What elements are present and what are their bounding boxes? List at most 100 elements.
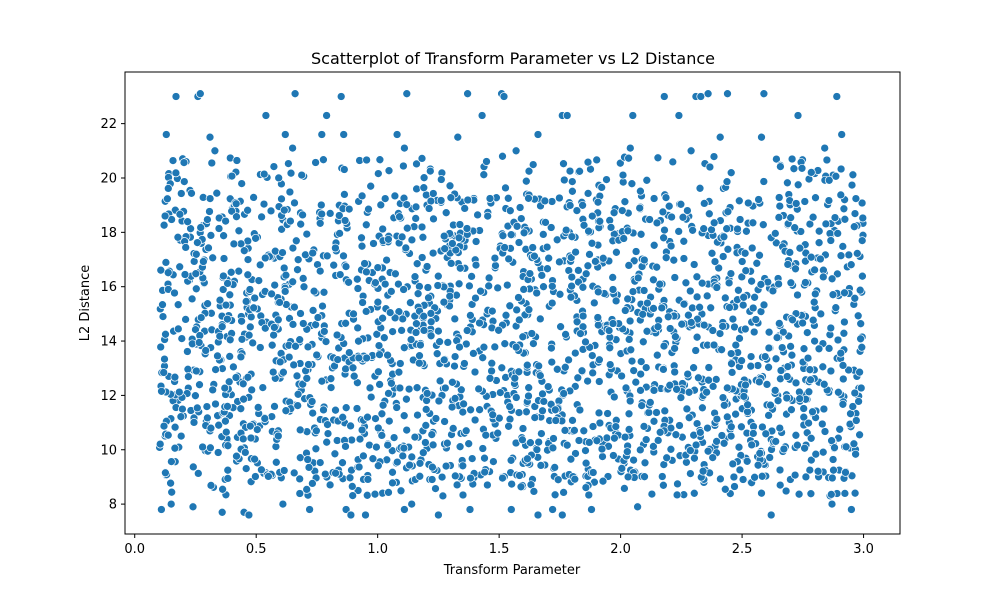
scatter-point — [536, 461, 546, 470]
scatter-point — [191, 284, 201, 294]
scatter-point — [624, 409, 634, 419]
scatter-point — [588, 468, 598, 477]
scatter-point — [295, 489, 305, 498]
scatter-point — [820, 427, 830, 436]
scatter-point — [353, 284, 363, 293]
scatter-point — [728, 314, 738, 324]
scatter-point — [475, 405, 484, 415]
scatter-point — [297, 170, 307, 180]
scatter-point — [735, 465, 745, 475]
scatter-point — [400, 505, 409, 514]
scatter-point — [708, 326, 718, 335]
scatter-point — [308, 479, 317, 488]
scatter-point — [502, 280, 512, 290]
scatter-point — [726, 431, 736, 441]
scatter-point — [205, 194, 215, 203]
scatter-point — [608, 319, 618, 328]
scatter-point — [833, 229, 843, 238]
scatter-point — [361, 510, 370, 520]
scatter-point — [462, 224, 472, 233]
scatter-point — [659, 480, 668, 490]
scatter-point — [341, 442, 350, 451]
scatter-point — [524, 391, 533, 401]
scatter-point — [250, 454, 259, 464]
scatter-point — [450, 352, 460, 361]
scatter-point — [570, 474, 580, 484]
scatter-point — [649, 442, 658, 451]
scatter-point — [620, 484, 629, 493]
scatter-point — [794, 489, 804, 499]
scatter-point — [159, 220, 169, 230]
scatter-point — [850, 388, 860, 398]
scatter-point — [295, 425, 305, 435]
scatter-point — [595, 216, 605, 226]
scatter-point — [645, 398, 655, 407]
scatter-point — [579, 220, 589, 230]
x-tick-label: 0.0 — [124, 542, 145, 557]
scatter-point — [851, 449, 860, 459]
scatter-point — [225, 352, 235, 361]
scatter-point — [562, 440, 572, 450]
scatter-point — [666, 444, 676, 454]
scatter-point — [315, 266, 325, 276]
scatter-point — [758, 220, 768, 230]
scatter-point — [583, 376, 592, 386]
scatter-point — [576, 329, 585, 338]
scatter-point — [726, 269, 736, 278]
scatter-point — [608, 273, 618, 282]
scatter-point — [629, 366, 639, 375]
scatter-point — [804, 387, 814, 397]
scatter-point — [279, 466, 289, 475]
scatter-point — [788, 315, 797, 325]
scatter-point — [466, 473, 475, 483]
scatter-point — [302, 229, 312, 239]
scatter-point — [171, 92, 181, 101]
scatter-point — [814, 226, 824, 236]
scatter-point — [395, 212, 404, 222]
scatter-point — [219, 271, 228, 281]
scatter-point — [476, 286, 485, 296]
scatter-point — [591, 257, 600, 266]
scatter-point — [595, 355, 604, 365]
scatter-point — [394, 367, 404, 377]
scatter-point — [833, 269, 842, 279]
scatter-point — [160, 354, 169, 364]
scatter-point — [847, 180, 857, 190]
scatter-point — [581, 337, 590, 347]
scatter-point — [529, 487, 539, 496]
scatter-point — [770, 229, 780, 238]
scatter-point — [655, 279, 665, 289]
scatter-point — [365, 383, 375, 393]
scatter-point — [813, 466, 823, 476]
scatter-point — [793, 111, 803, 120]
scatter-point — [221, 427, 231, 437]
scatter-point — [487, 358, 497, 368]
scatter-point — [516, 482, 526, 492]
scatter-point — [224, 377, 234, 387]
scatter-point — [625, 316, 635, 326]
scatter-point — [412, 383, 422, 393]
scatter-point — [292, 371, 302, 381]
scatter-point — [374, 367, 383, 377]
scatter-point — [639, 286, 649, 295]
scatter-point — [373, 169, 383, 178]
y-tick-label: 20 — [100, 171, 117, 186]
scatter-point — [374, 341, 384, 350]
scatter-point — [226, 267, 236, 277]
scatter-point — [722, 412, 732, 422]
scatter-point — [592, 155, 602, 165]
scatter-point — [308, 306, 318, 315]
scatter-point — [504, 421, 513, 431]
scatter-point — [387, 378, 396, 388]
scatter-point — [245, 285, 255, 294]
scatter-point — [834, 387, 843, 397]
scatter-point — [805, 465, 815, 475]
scatter-point — [665, 324, 675, 333]
scatter-point — [820, 143, 830, 153]
scatter-point — [279, 205, 289, 215]
scatter-point — [308, 248, 318, 258]
scatter-point — [505, 402, 515, 411]
scatter-point — [432, 349, 442, 359]
scatter-point — [280, 287, 290, 296]
scatter-point — [574, 436, 584, 445]
